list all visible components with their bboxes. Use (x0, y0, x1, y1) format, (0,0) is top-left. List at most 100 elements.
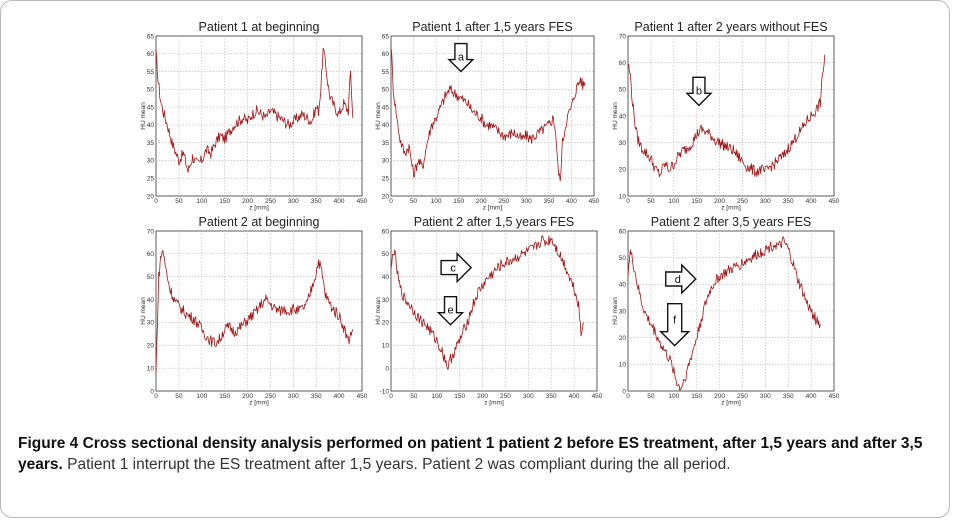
annotation-arrow-d: d (665, 263, 697, 295)
y-tick-label: 45 (382, 104, 390, 111)
x-tick-label: 100 (196, 198, 207, 205)
y-tick-label: 70 (619, 33, 627, 40)
arrow-shape (665, 263, 697, 295)
annotation-arrow-a: a (447, 42, 475, 73)
x-axis-label: z [mm] (249, 205, 269, 212)
x-axis-label: z [mm] (484, 400, 504, 407)
y-tick-label: 60 (147, 51, 155, 58)
arrow-shape (447, 42, 475, 73)
y-tick-label: 10 (147, 365, 155, 372)
x-tick-label: 100 (668, 198, 679, 205)
y-tick-label: 30 (382, 158, 390, 165)
y-tick-label: 60 (147, 251, 155, 258)
y-axis-label: HU mean (612, 102, 619, 130)
arrow-label: b (696, 85, 702, 97)
x-tick-label: 250 (737, 198, 748, 205)
plot-area (390, 35, 595, 197)
caption-text: Patient 1 interrupt the ES treatment aft… (62, 456, 731, 473)
y-tick-label: 60 (619, 228, 627, 235)
arrow-shape (440, 251, 473, 284)
series-line (155, 250, 354, 372)
x-tick-label: 200 (714, 198, 725, 205)
y-tick-label: 40 (619, 113, 627, 120)
x-tick-label: 150 (454, 393, 465, 400)
y-tick-label: 50 (619, 255, 627, 262)
x-tick-label: 50 (175, 198, 183, 205)
y-tick-label: 20 (147, 343, 155, 350)
y-tick-label: 40 (147, 297, 155, 304)
chart-panel-1: Patient 1 at beginning 0 50 100 150 200 250 300… (140, 20, 368, 212)
y-axis-label: HU mean (375, 102, 382, 130)
x-tick-label: 250 (737, 393, 748, 400)
y-tick-label: 40 (382, 122, 390, 129)
y-tick-label: 30 (619, 308, 627, 315)
plot-area (390, 230, 598, 392)
arrow-label: e (447, 305, 453, 317)
x-axis-label: z [mm] (721, 205, 741, 212)
chart-title: Patient 1 after 1,5 years FES (412, 20, 573, 34)
y-tick-label: 30 (382, 297, 390, 304)
x-tick-label: 50 (647, 393, 655, 400)
x-tick-label: 300 (760, 198, 771, 205)
y-tick-label: 0 (622, 388, 626, 395)
arrow-label: c (450, 263, 456, 275)
series-line (627, 236, 821, 392)
chart-title: Patient 2 at beginning (199, 215, 320, 229)
chart-panel-6: Patient 2 after 3,5 years FES 0 50 100 150 20… (612, 215, 840, 407)
chart-panel-4: Patient 2 at beginning 0 50 100 150 200 250 300… (140, 215, 368, 407)
x-tick-label: 450 (829, 198, 840, 205)
x-tick-label: 300 (523, 393, 534, 400)
chart-panel-3: Patient 1 after 2 years without FES 0 50 10… (612, 20, 840, 212)
y-tick-label: 70 (147, 228, 155, 235)
annotation-arrow-c: c (440, 251, 473, 284)
arrow-shape (659, 302, 691, 347)
x-tick-label: 100 (431, 393, 442, 400)
x-tick-label: 0 (626, 198, 630, 205)
y-tick-label: 65 (382, 33, 390, 40)
x-tick-label: 200 (242, 198, 253, 205)
x-tick-label: 350 (311, 393, 322, 400)
x-tick-label: 250 (498, 198, 509, 205)
chart-panel-2: Patient 1 after 1,5 years FES 0 50 100 150 20… (375, 20, 600, 212)
x-tick-label: 200 (242, 393, 253, 400)
annotation-arrow-f: f (659, 302, 691, 347)
series-line (155, 47, 354, 173)
y-tick-label: 40 (147, 122, 155, 129)
x-tick-label: 0 (389, 198, 393, 205)
x-tick-label: 200 (476, 198, 487, 205)
y-tick-label: 55 (147, 69, 155, 76)
plot-area (155, 35, 363, 197)
chart-svg: Patient 1 after 2 years without FES 0 50 10… (612, 20, 840, 212)
x-tick-label: 150 (691, 393, 702, 400)
x-tick-label: 0 (154, 198, 158, 205)
y-axis-label: HU mean (140, 102, 147, 130)
chart-svg: Patient 1 at beginning 0 50 100 150 200 250 300… (140, 20, 368, 212)
arrow-shape (436, 296, 465, 326)
y-tick-label: 40 (382, 274, 390, 281)
x-tick-label: 200 (477, 393, 488, 400)
y-tick-label: 0 (385, 365, 389, 372)
arrow-shape (685, 76, 713, 107)
x-tick-label: 100 (668, 393, 679, 400)
x-tick-label: 300 (521, 198, 532, 205)
y-tick-label: 60 (619, 60, 627, 67)
x-tick-label: 100 (431, 198, 442, 205)
arrow-label: d (675, 274, 681, 286)
x-tick-label: 450 (357, 393, 368, 400)
y-tick-label: 20 (147, 193, 155, 200)
x-tick-label: 450 (357, 198, 368, 205)
y-tick-label: 30 (619, 140, 627, 147)
x-tick-label: 200 (714, 393, 725, 400)
series-line (627, 54, 826, 178)
y-tick-label: 30 (147, 158, 155, 165)
x-tick-label: 50 (647, 198, 655, 205)
y-tick-label: 60 (382, 51, 390, 58)
x-tick-label: 400 (569, 393, 580, 400)
y-tick-label: 45 (147, 104, 155, 111)
chart-title: Patient 2 after 1,5 years FES (414, 215, 575, 229)
chart-title: Patient 1 at beginning (199, 20, 320, 34)
x-axis-label: z [mm] (483, 205, 503, 212)
y-tick-label: 20 (382, 193, 390, 200)
x-tick-label: 350 (546, 393, 557, 400)
